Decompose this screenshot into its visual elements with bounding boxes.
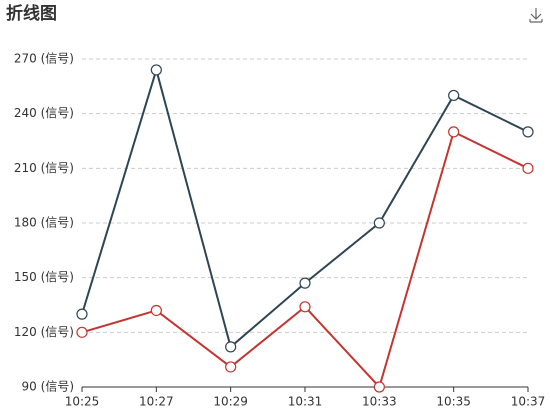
- point: [448, 126, 460, 138]
- chart-title: 折线图: [6, 3, 57, 24]
- y-tick-label: 240 (信号): [14, 106, 74, 120]
- x-tick-label: 10:25: [65, 395, 100, 409]
- y-tick-label: 270 (信号): [14, 52, 74, 66]
- point: [225, 341, 237, 353]
- point: [76, 326, 88, 338]
- point: [76, 308, 88, 320]
- series-line: [81, 130, 529, 389]
- x-tick-label: 10:27: [139, 395, 174, 409]
- point: [373, 381, 385, 393]
- y-tick-label: 90 (信号): [22, 380, 74, 394]
- point: [225, 361, 237, 373]
- x-tick-label: 10:37: [511, 395, 546, 409]
- x-tick-label: 10:35: [436, 395, 471, 409]
- x-tick-label: 10:31: [288, 395, 323, 409]
- point: [150, 64, 162, 76]
- y-tick-label: 120 (信号): [14, 325, 74, 339]
- download-icon[interactable]: [529, 8, 543, 23]
- point: [522, 126, 534, 138]
- point: [373, 217, 385, 229]
- point: [150, 304, 162, 317]
- point: [448, 89, 460, 102]
- x-tick-label: 10:29: [213, 395, 248, 409]
- y-tick-label: 210 (信号): [14, 161, 74, 175]
- point: [299, 301, 311, 313]
- point: [522, 162, 534, 174]
- y-tick-label: 150 (信号): [14, 270, 74, 284]
- x-tick-label: 10:33: [362, 395, 397, 409]
- point: [299, 277, 311, 289]
- y-tick-label: 180 (信号): [14, 216, 74, 230]
